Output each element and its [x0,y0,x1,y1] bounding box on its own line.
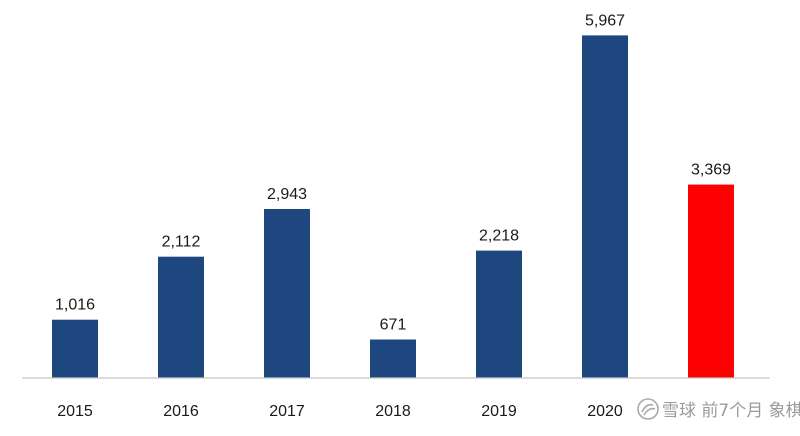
x-tick-label-3: 2018 [375,403,411,420]
x-tick-label-5: 2020 [587,403,623,420]
bar-0 [52,319,98,378]
bar-5 [582,35,628,379]
bar-2 [264,209,310,378]
bar-3 [370,339,416,378]
snowball-logo-icon [637,398,659,420]
x-tick-label-1: 2016 [163,403,199,420]
bar-4 [476,250,522,378]
x-tick-label-2: 2017 [269,403,305,420]
value-label-5: 5,967 [585,12,625,29]
value-labels-layer: 1,016 2,112 2,943 671 2,218 5,967 3,369 [55,12,731,333]
bars-layer [52,35,734,379]
value-label-1: 2,112 [162,234,201,251]
x-tick-label-4: 2019 [481,403,517,420]
x-tick-label-0: 2015 [57,403,93,420]
bar-1 [158,256,204,378]
watermark: 雪球 前7个月 象棋 [637,398,800,421]
value-label-2: 2,943 [267,186,307,203]
value-label-3: 671 [380,317,407,334]
value-label-4: 2,218 [479,228,519,245]
value-label-6: 3,369 [691,162,731,179]
value-label-0: 1,016 [55,297,95,314]
watermark-text: 雪球 前7个月 象棋 [662,401,800,421]
x-tick-labels: 2015 2016 2017 2018 2019 2020 [57,403,623,420]
bar-6 [688,184,734,378]
